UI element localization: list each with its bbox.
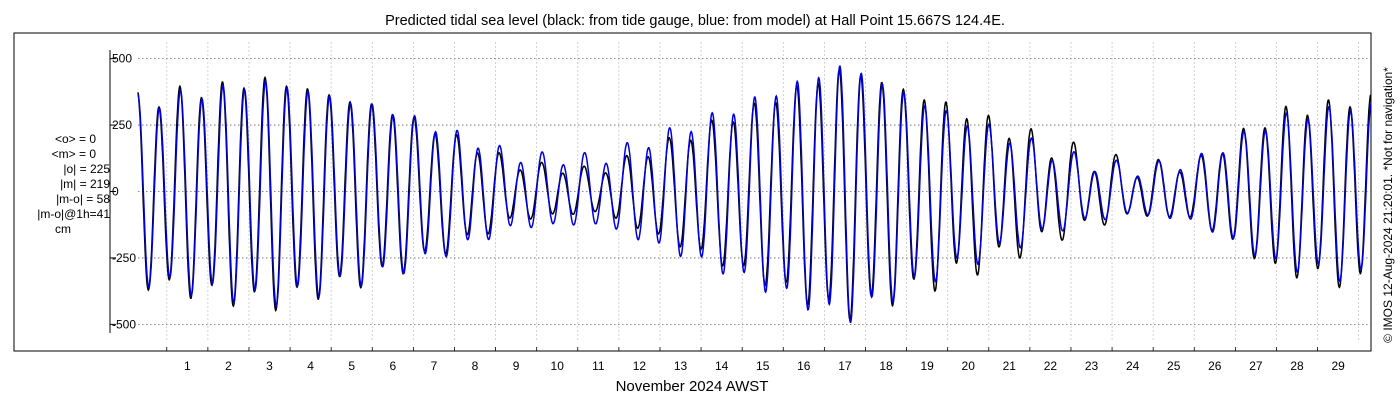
x-tick-label: 9 — [513, 359, 520, 373]
x-tick-label: 13 — [674, 359, 688, 373]
x-tick-label: 22 — [1044, 359, 1058, 373]
x-tick-label: 14 — [715, 359, 729, 373]
x-tick-label: 18 — [879, 359, 893, 373]
x-tick-label: 3 — [266, 359, 273, 373]
x-tick-label: 10 — [551, 359, 565, 373]
x-tick-label: 24 — [1126, 359, 1140, 373]
x-tick-label: 4 — [307, 359, 314, 373]
x-tick-label: 29 — [1331, 359, 1345, 373]
x-tick-label: 1 — [184, 359, 191, 373]
x-tick-label: 19 — [920, 359, 934, 373]
x-tick-label: 2 — [225, 359, 232, 373]
y-tick-label: -500 — [112, 317, 136, 331]
plot-axes — [109, 50, 1318, 351]
x-tick-label: 21 — [1003, 359, 1017, 373]
x-tick-label: 28 — [1290, 359, 1304, 373]
y-tick-labels: 500 250 0 -250 -500 — [112, 52, 136, 332]
x-tick-label: 23 — [1085, 359, 1099, 373]
y-tick-label: -250 — [112, 251, 136, 265]
x-tick-label: 27 — [1249, 359, 1263, 373]
x-tick-labels: 1 2 3 4 5 6 7 8 9 10 11 12 13 14 15 16 17 18 19 20 21 22 23 24 2… — [184, 359, 1345, 373]
stat-line: <m> = 0 — [52, 147, 97, 161]
x-tick-label: 16 — [797, 359, 811, 373]
x-tick-label: 12 — [633, 359, 647, 373]
statistics-box: <o> = 0<m> = 0|o| = 225|m| = 219|m-o| = … — [37, 132, 110, 236]
stat-line: |m-o|@1h=41 — [37, 207, 110, 221]
y-tick-label: 500 — [112, 52, 132, 66]
x-tick-label: 26 — [1208, 359, 1222, 373]
stat-line: cm — [55, 222, 71, 236]
x-tick-label: 20 — [962, 359, 976, 373]
x-tick-label: 7 — [431, 359, 438, 373]
stat-line: |o| = 225 — [63, 162, 110, 176]
x-tick-label: 8 — [472, 359, 479, 373]
stat-line: |m| = 219 — [60, 177, 110, 191]
y-tick-label: 0 — [112, 185, 119, 199]
series-lines — [137, 65, 1372, 324]
x-tick-label: 25 — [1167, 359, 1181, 373]
model-series-line — [137, 65, 1372, 324]
outer-frame — [13, 32, 1372, 352]
x-tick-label: 15 — [756, 359, 770, 373]
x-tick-label: 17 — [838, 359, 852, 373]
x-tick-label: 11 — [592, 359, 605, 373]
footer-note: © IMOS 12-Aug-2024 21:20:01. *Not for na… — [1381, 67, 1395, 343]
grid-lines — [138, 42, 1371, 341]
x-axis-label: November 2024 AWST — [616, 378, 769, 395]
x-tick-label: 6 — [389, 359, 396, 373]
y-tick-label: 250 — [112, 118, 132, 132]
stat-line: |m-o| = 58 — [56, 192, 110, 206]
chart-title: Predicted tidal sea level (black: from t… — [385, 13, 1005, 29]
x-tick-label: 5 — [348, 359, 355, 373]
stat-line: <o> = 0 — [55, 132, 96, 146]
